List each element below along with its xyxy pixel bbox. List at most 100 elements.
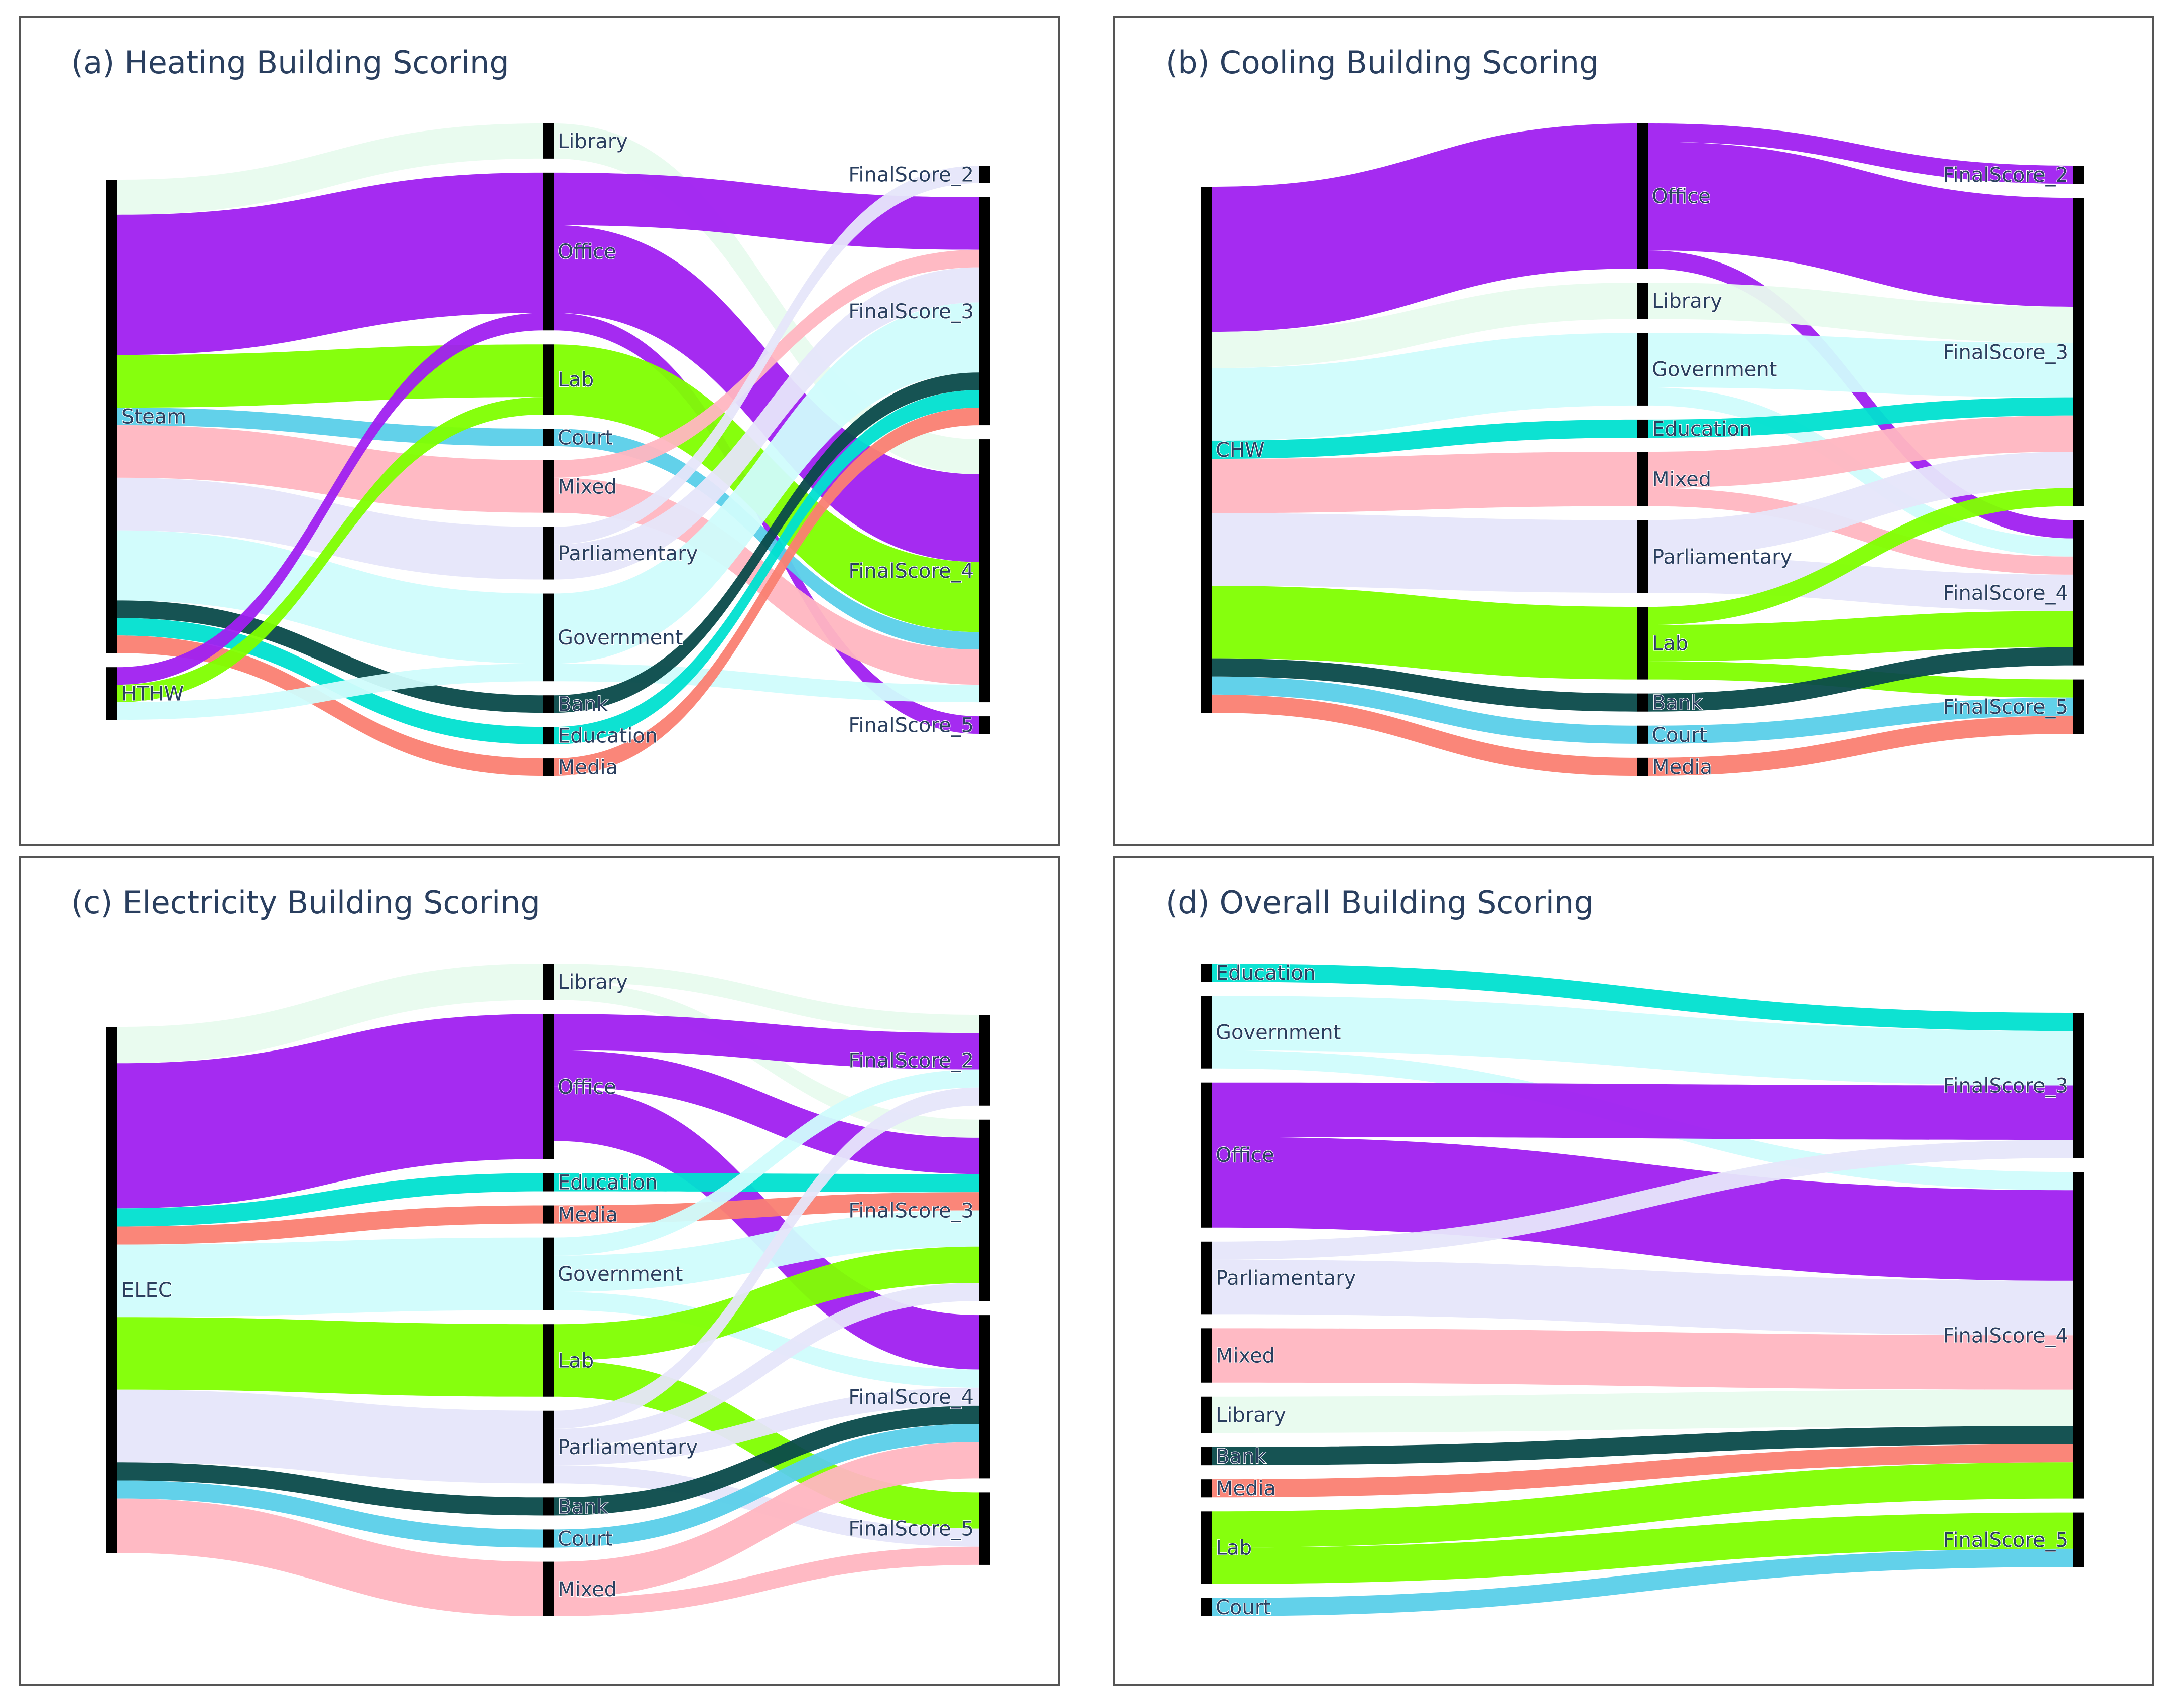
node-finalscore-5[interactable] [979, 1492, 990, 1565]
node-lab[interactable] [543, 344, 554, 415]
link-office-to-finalscore-3[interactable] [1212, 1082, 2073, 1140]
link-elec-to-mixed[interactable] [117, 1498, 543, 1616]
link-bank-to-finalscore-4[interactable] [1648, 647, 2073, 712]
node-court[interactable] [1201, 1598, 1212, 1616]
node-media[interactable] [1201, 1479, 1212, 1498]
link-lab-to-finalscore-3[interactable] [1648, 488, 2073, 625]
link-court-to-finalscore-4[interactable] [554, 1423, 979, 1548]
link-court-to-finalscore-5[interactable] [1212, 1548, 2073, 1616]
link-steam-to-lab[interactable] [117, 344, 543, 408]
node-media[interactable] [543, 1205, 554, 1224]
node-library[interactable] [543, 123, 554, 159]
node-bank[interactable] [1637, 693, 1648, 712]
link-chw-to-office[interactable] [1212, 123, 1637, 332]
node-mixed[interactable] [543, 460, 554, 513]
link-chw-to-lab[interactable] [1212, 586, 1637, 680]
node-finalscore-4[interactable] [979, 439, 990, 703]
node-court[interactable] [543, 429, 554, 446]
link-lab-to-finalscore-3[interactable] [554, 1246, 979, 1361]
link-chw-to-parliamentary[interactable] [1212, 513, 1637, 593]
node-lab[interactable] [1637, 607, 1648, 680]
link-chw-to-media[interactable] [1212, 694, 1637, 776]
link-steam-to-education[interactable] [117, 618, 543, 745]
node-finalscore-4[interactable] [979, 1315, 990, 1479]
link-parliamentary-to-finalscore-3[interactable] [1212, 1139, 2073, 1260]
link-mixed-to-finalscore-4[interactable] [1212, 1328, 2073, 1390]
link-library-to-finalscore-3[interactable] [1648, 283, 2073, 343]
link-media-to-finalscore-3[interactable] [554, 408, 979, 776]
link-parliamentary-to-finalscore-3[interactable] [1648, 452, 2073, 557]
node-bank[interactable] [543, 1497, 554, 1516]
link-steam-to-mixed[interactable] [117, 425, 543, 513]
link-hthw-to-lab[interactable] [117, 397, 543, 703]
link-education-to-finalscore-3[interactable] [1212, 964, 2073, 1031]
link-parliamentary-to-finalscore-2[interactable] [554, 1087, 979, 1429]
node-parliamentary[interactable] [1637, 520, 1648, 593]
node-finalscore-4[interactable] [2073, 520, 2084, 666]
node-library[interactable] [1637, 283, 1648, 319]
link-steam-to-media[interactable] [117, 635, 543, 776]
node-education[interactable] [543, 1173, 554, 1192]
link-elec-to-media[interactable] [117, 1205, 543, 1245]
node-government[interactable] [543, 1237, 554, 1310]
link-steam-to-office[interactable] [117, 172, 543, 355]
link-elec-to-government[interactable] [117, 1237, 543, 1318]
link-chw-to-court[interactable] [1212, 676, 1637, 744]
link-steam-to-library[interactable] [117, 123, 543, 215]
link-elec-to-bank[interactable] [117, 1462, 543, 1516]
link-parliamentary-to-finalscore-3[interactable] [554, 1283, 979, 1448]
link-court-to-finalscore-5[interactable] [1648, 697, 2073, 744]
link-government-to-finalscore-4[interactable] [1648, 387, 2073, 557]
node-parliamentary[interactable] [543, 527, 554, 580]
node-bank[interactable] [1201, 1447, 1212, 1466]
link-elec-to-court[interactable] [117, 1480, 543, 1548]
node-finalscore-5[interactable] [2073, 1512, 2084, 1567]
node-lab[interactable] [543, 1324, 554, 1397]
node-elec[interactable] [106, 1027, 117, 1553]
node-mixed[interactable] [1201, 1328, 1212, 1383]
node-finalscore-3[interactable] [2073, 1013, 2084, 1158]
node-education[interactable] [1637, 419, 1648, 438]
node-government[interactable] [1201, 996, 1212, 1069]
node-finalscore-3[interactable] [979, 197, 990, 426]
link-lab-to-finalscore-5[interactable] [1212, 1512, 2073, 1584]
link-steam-to-government[interactable] [117, 530, 543, 664]
link-government-to-finalscore-2[interactable] [554, 1069, 979, 1256]
link-office-to-finalscore-3[interactable] [554, 1050, 979, 1174]
link-office-to-finalscore-4[interactable] [554, 225, 979, 562]
link-bank-to-finalscore-4[interactable] [1212, 1426, 2073, 1466]
node-office[interactable] [1637, 123, 1648, 269]
link-elec-to-parliamentary[interactable] [117, 1389, 543, 1484]
node-bank[interactable] [543, 695, 554, 713]
link-lab-to-finalscore-4[interactable] [1212, 1462, 2073, 1548]
node-chw[interactable] [1201, 187, 1212, 713]
link-parliamentary-to-finalscore-4[interactable] [554, 1387, 979, 1466]
node-library[interactable] [543, 964, 554, 1000]
node-mixed[interactable] [1637, 452, 1648, 506]
link-mixed-to-finalscore-4[interactable] [1648, 488, 2073, 575]
node-office[interactable] [1201, 1082, 1212, 1228]
link-lab-to-finalscore-4[interactable] [1648, 611, 2073, 662]
node-finalscore-2[interactable] [979, 166, 990, 183]
link-elec-to-library[interactable] [117, 964, 543, 1064]
link-chw-to-bank[interactable] [1212, 658, 1637, 712]
node-government[interactable] [1637, 333, 1648, 406]
link-parliamentary-to-finalscore-4[interactable] [1648, 556, 2073, 611]
link-office-to-finalscore-2[interactable] [1648, 123, 2073, 184]
node-education[interactable] [1201, 964, 1212, 982]
node-office[interactable] [543, 1014, 554, 1159]
link-elec-to-education[interactable] [117, 1173, 543, 1227]
link-media-to-finalscore-5[interactable] [1648, 715, 2073, 776]
link-chw-to-mixed[interactable] [1212, 452, 1637, 513]
link-mixed-to-finalscore-4[interactable] [554, 1442, 979, 1598]
link-library-to-finalscore-2[interactable] [554, 964, 979, 1033]
node-library[interactable] [1201, 1396, 1212, 1433]
link-chw-to-library[interactable] [1212, 283, 1637, 368]
node-lab[interactable] [1201, 1511, 1212, 1584]
node-education[interactable] [543, 727, 554, 745]
node-finalscore-3[interactable] [2073, 198, 2084, 506]
link-office-to-finalscore-3[interactable] [554, 172, 979, 250]
node-court[interactable] [543, 1529, 554, 1548]
link-office-to-finalscore-4[interactable] [1212, 1137, 2073, 1281]
link-government-to-finalscore-4[interactable] [554, 1292, 979, 1388]
